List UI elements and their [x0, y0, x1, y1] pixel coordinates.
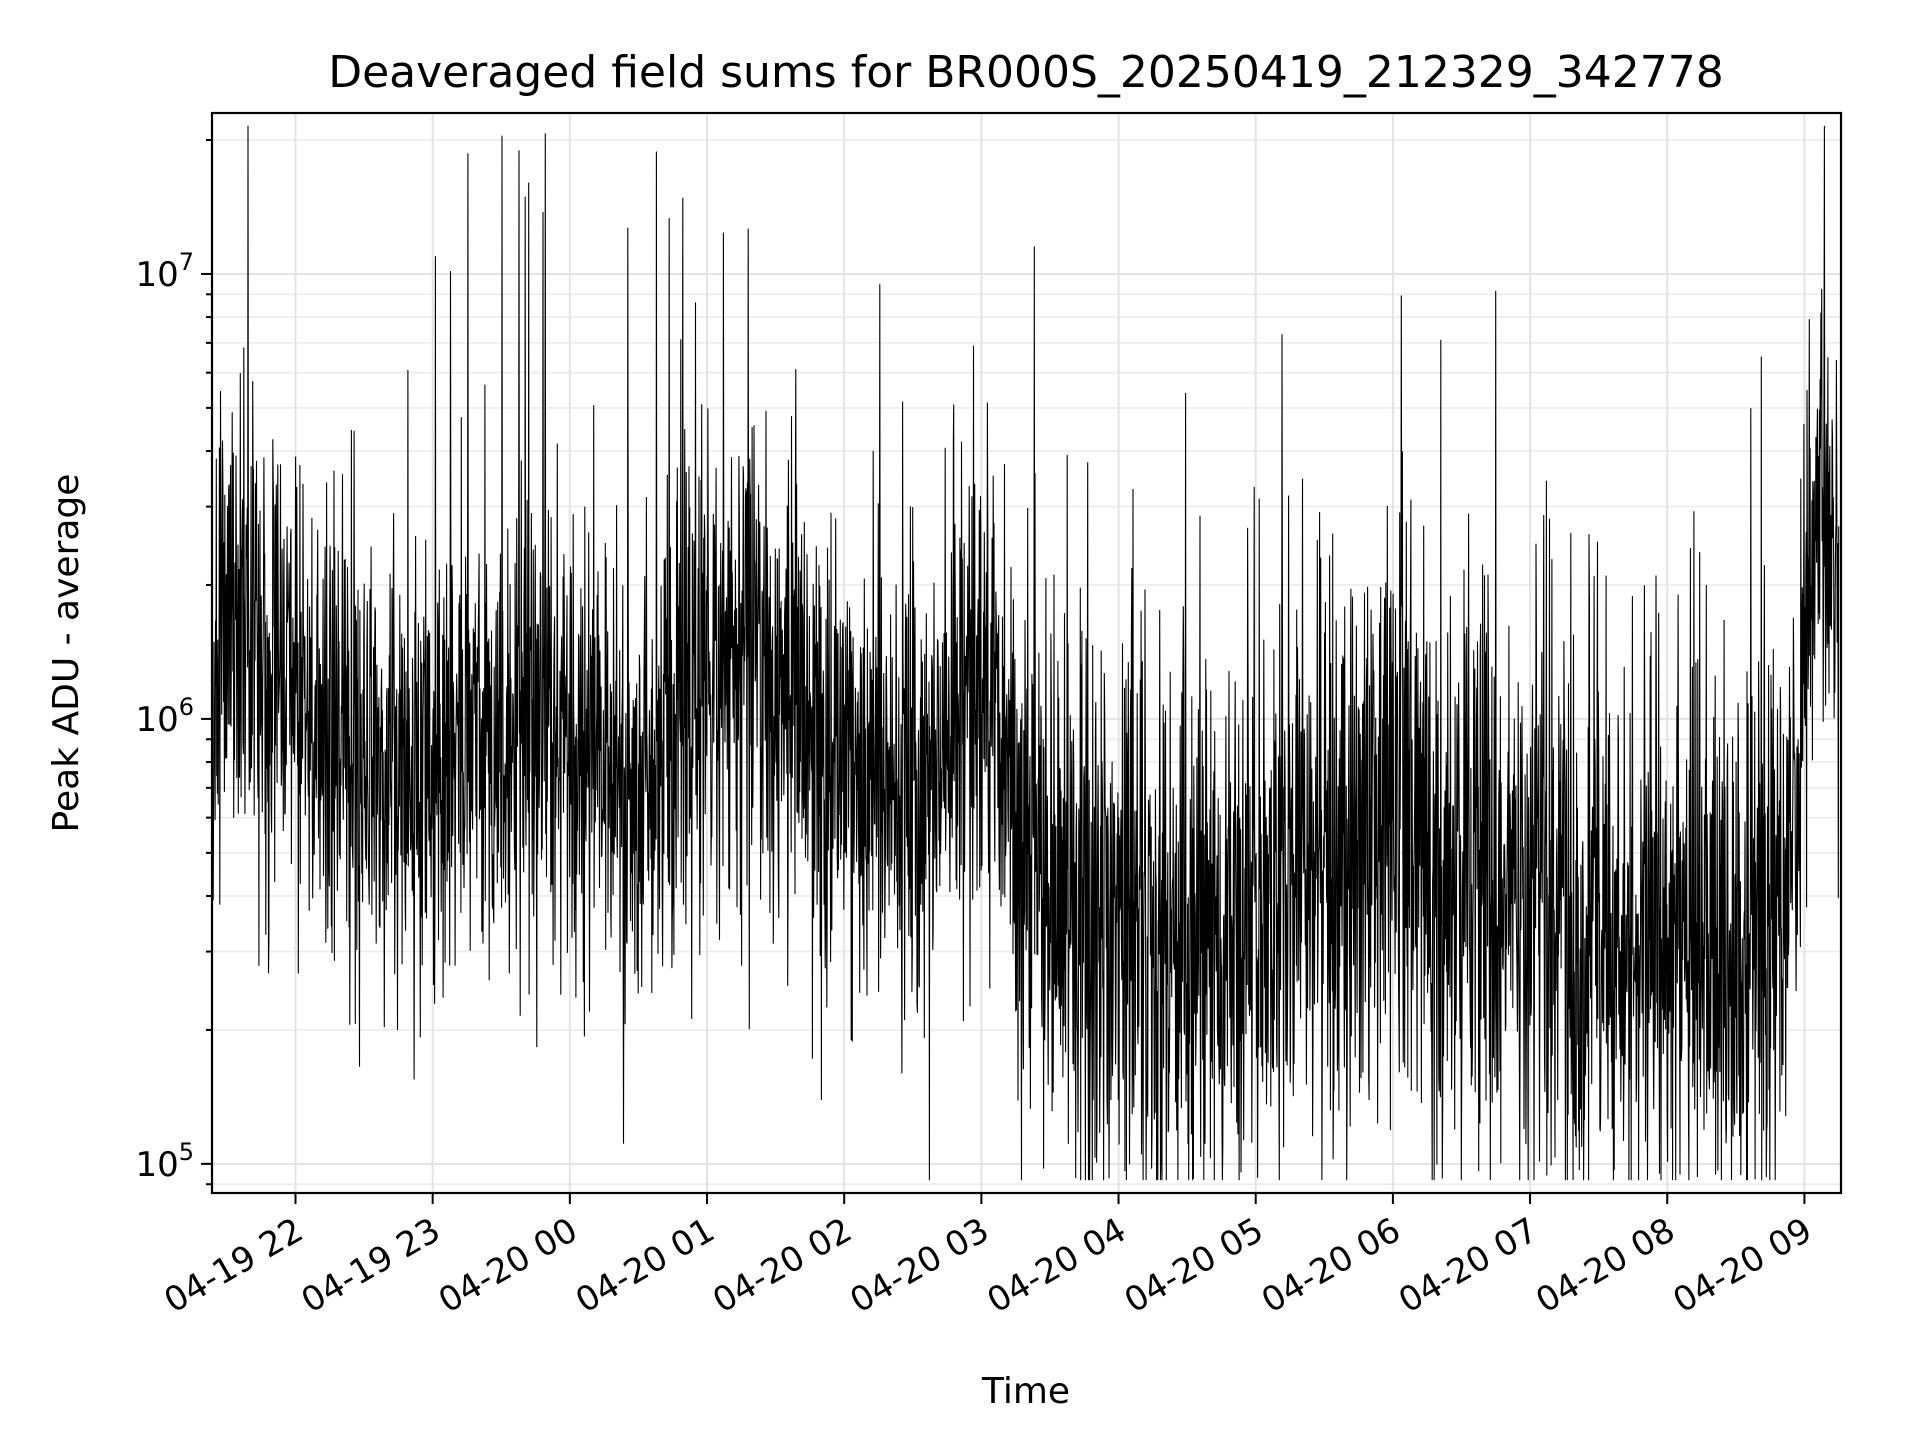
x-axis-label: Time: [981, 1371, 1070, 1412]
series-layer: [212, 125, 1840, 1181]
y-tick-label-exponent: 6: [179, 693, 194, 721]
y-tick-label: 107: [135, 248, 194, 295]
y-tick-label-base: 10: [135, 700, 178, 740]
y-tick-label-base: 10: [135, 255, 178, 295]
y-axis-label: Peak ADU - average: [46, 474, 87, 833]
y-tick-label: 106: [135, 693, 194, 740]
y-tick-label-exponent: 5: [179, 1138, 194, 1166]
y-tick-label-base: 10: [135, 1145, 178, 1185]
y-tick-label-exponent: 7: [179, 248, 194, 276]
plot-frame: [210, 111, 1843, 1195]
y-tick-label: 105: [135, 1138, 194, 1185]
series-line: [212, 125, 1840, 1181]
chart-title: Deaveraged field sums for BR000S_2025041…: [328, 47, 1724, 98]
